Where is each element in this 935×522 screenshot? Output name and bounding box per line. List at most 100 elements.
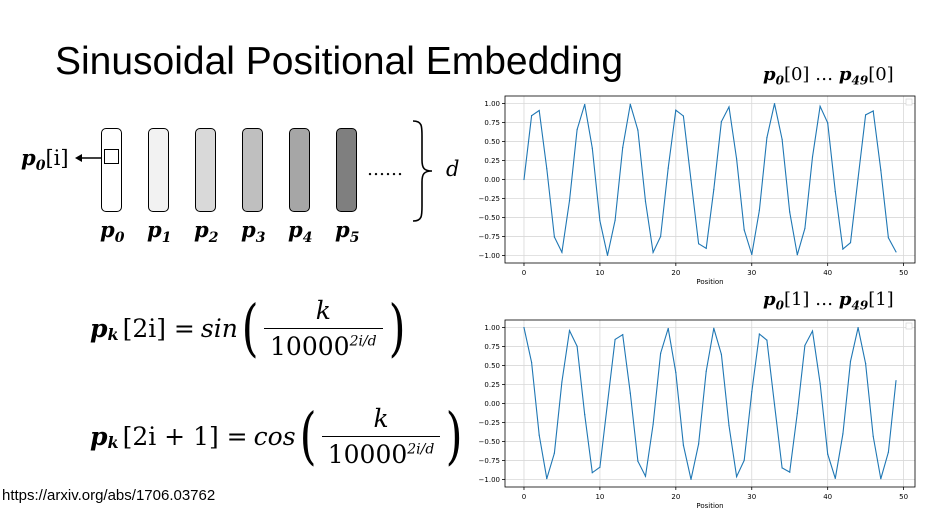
data-point xyxy=(804,344,806,347)
citation-link[interactable]: https://arxiv.org/abs/1706.03762 xyxy=(2,487,216,504)
data-point xyxy=(652,423,654,425)
data-point xyxy=(751,253,753,256)
y-tick-label: −0.50 xyxy=(479,438,500,446)
data-point xyxy=(690,179,692,181)
data-point xyxy=(735,158,738,160)
data-point xyxy=(789,471,791,473)
data-point xyxy=(842,433,844,435)
y-tick-label: −0.75 xyxy=(479,457,500,465)
vector-label-p2: p2 xyxy=(194,217,219,247)
data-point xyxy=(781,138,783,140)
y-tick-label: 0.25 xyxy=(484,381,500,389)
data-point xyxy=(546,478,548,480)
y-tick-label: 0.75 xyxy=(484,119,500,127)
data-point xyxy=(857,326,859,329)
data-point xyxy=(796,412,798,414)
data-point xyxy=(758,333,760,335)
data-point xyxy=(591,147,593,149)
cosine-chart: 0 10 20 30 40 50 1.00 0.75 0.50 0.25 0.00 −0.25 −0.5… xyxy=(479,319,916,509)
sine-chart: 0 10 20 30 40 50 1.00 0.75 0.50 0.25 0.00 −0.25 −0.5… xyxy=(479,95,916,285)
data-point xyxy=(660,352,662,354)
data-point xyxy=(584,413,586,416)
data-point xyxy=(561,381,563,383)
data-point xyxy=(827,122,829,124)
data-point xyxy=(576,345,578,347)
pointer-label: p0[i] xyxy=(21,145,69,175)
data-point xyxy=(895,380,897,382)
data-point xyxy=(568,330,571,332)
y-tick-label: 1.00 xyxy=(484,324,500,332)
x-axis-label: Position xyxy=(696,278,723,285)
data-point xyxy=(720,353,722,355)
data-point xyxy=(857,177,859,179)
x-tick-label: 30 xyxy=(747,493,756,501)
data-point xyxy=(713,327,715,329)
vector-element-cell xyxy=(104,149,119,164)
data-point xyxy=(629,392,631,394)
data-point xyxy=(538,109,540,112)
data-point xyxy=(591,472,593,474)
legend-box xyxy=(905,98,913,106)
x-tick-label: 20 xyxy=(671,493,680,501)
data-point xyxy=(834,190,836,193)
data-point xyxy=(705,247,707,249)
data-point xyxy=(553,452,555,454)
data-point xyxy=(644,200,647,202)
data-point xyxy=(561,251,563,253)
pointer-arrow xyxy=(75,154,104,162)
data-point xyxy=(773,102,776,105)
data-point xyxy=(523,326,525,329)
vector-label-p5: p5 xyxy=(335,217,360,247)
data-point xyxy=(865,114,867,116)
y-tick-label: −0.25 xyxy=(479,195,500,203)
x-tick-label: 10 xyxy=(595,493,604,501)
data-point xyxy=(690,478,692,481)
vector-label-p3: p3 xyxy=(241,217,266,247)
data-point xyxy=(773,403,776,406)
dimension-label: d xyxy=(446,157,460,181)
data-point xyxy=(614,338,616,341)
data-point xyxy=(637,129,639,131)
data-point xyxy=(834,477,836,480)
data-point xyxy=(606,254,609,257)
y-tick-label: 0.50 xyxy=(484,138,500,146)
data-point xyxy=(713,188,715,191)
data-point xyxy=(652,251,654,254)
vector-p5 xyxy=(336,128,357,212)
data-point xyxy=(887,451,890,453)
data-point xyxy=(819,382,821,384)
data-point xyxy=(553,236,555,238)
data-point xyxy=(842,248,844,250)
y-tick-label: 0.75 xyxy=(484,343,500,351)
data-point xyxy=(629,103,631,105)
data-point xyxy=(637,460,639,462)
series-line xyxy=(523,327,897,480)
y-tick-label: −0.75 xyxy=(479,233,500,241)
x-tick-label: 40 xyxy=(823,493,832,501)
data-point xyxy=(698,443,700,445)
data-point xyxy=(530,115,533,117)
data-point xyxy=(667,327,669,330)
data-point xyxy=(758,209,760,211)
data-point xyxy=(644,475,647,477)
data-point xyxy=(599,466,601,468)
data-point xyxy=(895,251,897,253)
y-tick-label: 1.00 xyxy=(484,100,500,108)
data-point xyxy=(811,156,814,158)
data-point xyxy=(675,371,677,374)
data-point xyxy=(720,120,722,123)
x-tick-label: 30 xyxy=(747,269,756,277)
y-tick-label: −1.00 xyxy=(479,252,500,260)
data-point xyxy=(530,361,533,364)
data-point xyxy=(789,211,791,213)
data-point xyxy=(538,434,540,436)
vector-p0 xyxy=(101,128,122,212)
data-point xyxy=(751,391,753,393)
data-point xyxy=(584,103,586,106)
data-point xyxy=(728,106,730,108)
data-point xyxy=(796,254,798,256)
chart-title-1: p0[1] … p49[1] xyxy=(763,289,894,313)
data-point xyxy=(880,478,882,480)
right-paren: ) xyxy=(388,291,406,364)
vector-label-p1: p1 xyxy=(147,217,172,247)
